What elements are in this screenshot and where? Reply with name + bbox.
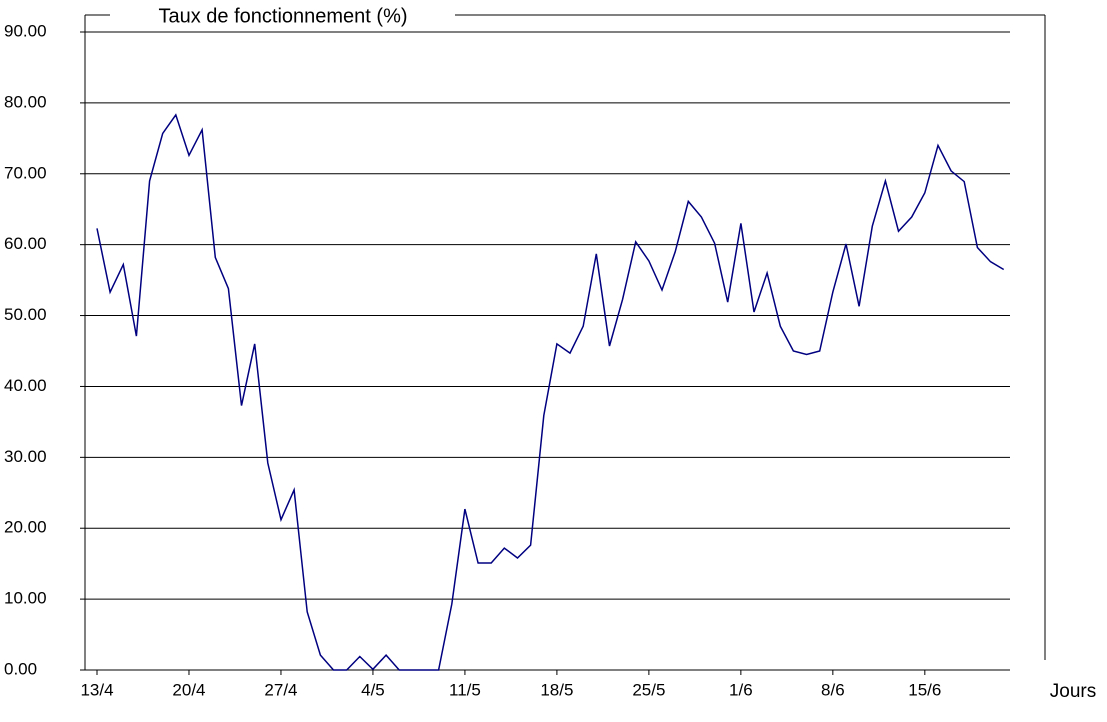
y-tick-label: 50.00 — [4, 305, 47, 324]
x-tick-label: 13/4 — [80, 680, 113, 699]
x-axis-label: Jours — [1050, 681, 1096, 702]
x-tick-label: 18/5 — [540, 680, 573, 699]
y-tick-label: 10.00 — [4, 589, 47, 608]
y-tick-label: 80.00 — [4, 92, 47, 111]
chart-title: Taux de fonctionnement (%) — [158, 5, 407, 27]
x-tick-label: 20/4 — [172, 680, 205, 699]
x-tick-label: 27/4 — [264, 680, 297, 699]
y-tick-label: 90.00 — [4, 21, 47, 40]
y-tick-label: 0.00 — [4, 659, 37, 678]
title-background — [110, 2, 455, 32]
x-tick-label: 15/6 — [908, 680, 941, 699]
y-tick-label: 30.00 — [4, 447, 47, 466]
x-tick-label: 1/6 — [729, 680, 753, 699]
y-tick-label: 70.00 — [4, 163, 47, 182]
y-tick-label: 20.00 — [4, 518, 47, 537]
data-line — [96, 113, 1005, 671]
y-tick-label: 40.00 — [4, 376, 47, 395]
y-tick-label: 60.00 — [4, 234, 47, 253]
x-tick-label: 8/6 — [821, 680, 845, 699]
x-tick-label: 25/5 — [632, 680, 665, 699]
x-tick-label: 11/5 — [449, 680, 481, 699]
x-tick-label: 4/5 — [361, 680, 385, 699]
